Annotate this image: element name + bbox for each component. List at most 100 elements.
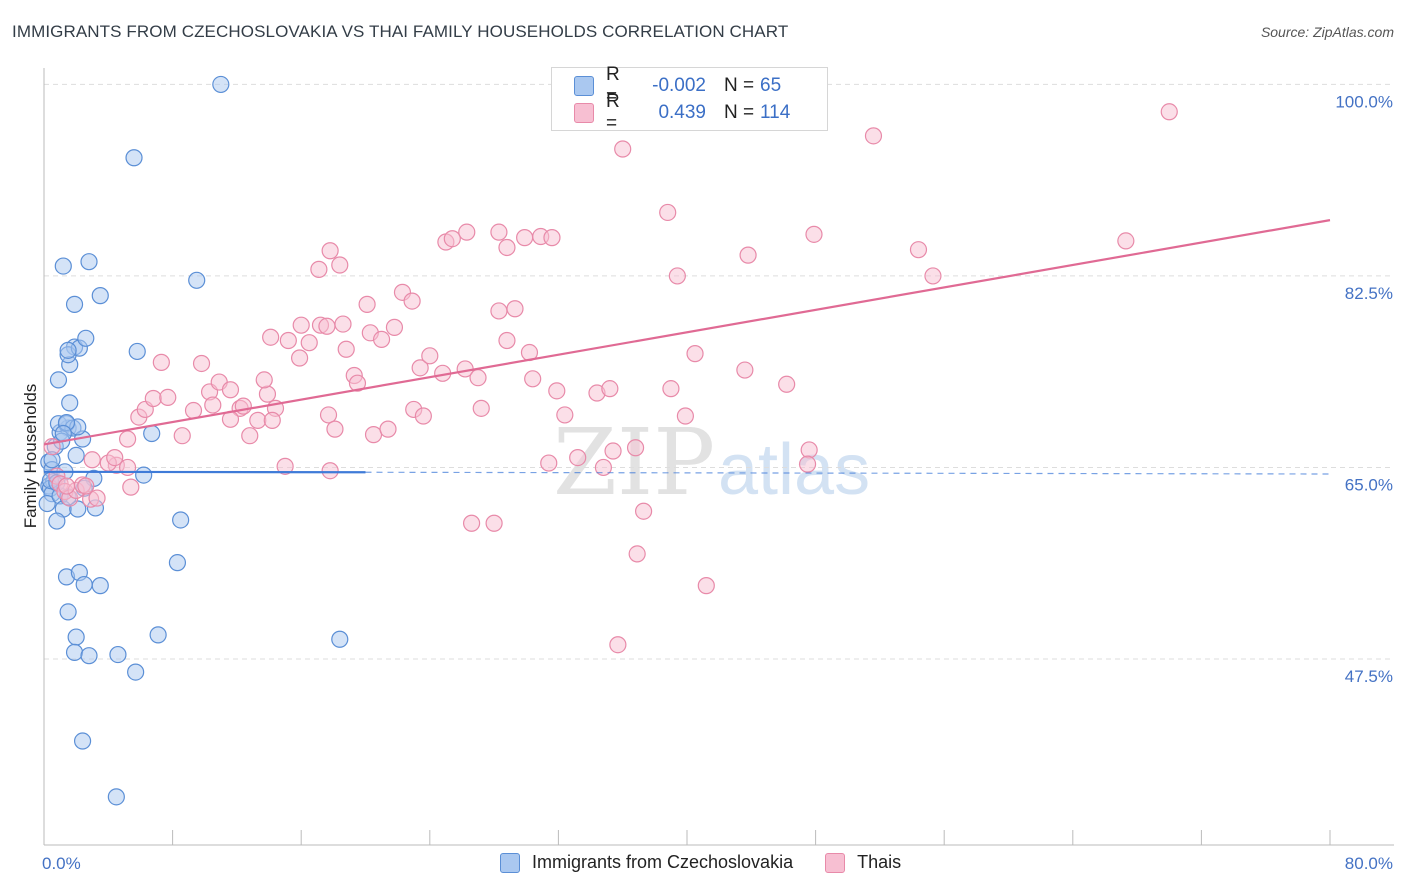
correlation-legend: R = -0.002 N = 65 R = 0.439 N = 114 — [551, 64, 828, 134]
legend-n-value: 114 — [760, 102, 791, 123]
data-point-thai — [524, 370, 542, 388]
data-point-thai — [498, 238, 516, 257]
data-point-thai — [255, 371, 273, 389]
data-point-czechoslovakia — [67, 628, 85, 646]
data-point-thai — [290, 349, 309, 367]
data-point-czechoslovakia — [48, 512, 66, 530]
legend-swatch-blue — [500, 852, 520, 873]
data-point-thai — [192, 354, 211, 373]
data-point-czechoslovakia — [38, 494, 56, 513]
data-point-thai — [258, 385, 277, 403]
legend-n-label: N = — [724, 102, 755, 123]
data-point-thai — [321, 242, 339, 260]
data-point-czechoslovakia — [127, 663, 145, 681]
legend-item-czechoslovakia[interactable]: Immigrants from Czechoslovakia — [500, 852, 793, 873]
data-point-thai — [924, 267, 942, 285]
data-point-czechoslovakia — [77, 329, 95, 347]
legend-n-value: 65 — [760, 75, 782, 96]
legend-swatch-blue — [574, 76, 594, 96]
data-point-thai — [805, 225, 823, 243]
trend-lines — [43, 219, 1331, 475]
data-point-thai — [540, 454, 558, 472]
series-legend: Immigrants from Czechoslovakia Thais — [500, 852, 933, 873]
data-point-thai — [300, 334, 318, 352]
data-point-czechoslovakia — [59, 603, 77, 621]
data-point-czechoslovakia — [91, 577, 109, 595]
data-point-thai — [88, 489, 106, 507]
y-tick-label: 100.0% — [1335, 92, 1393, 111]
trend-line-czechoslovakia-extension — [365, 471, 1331, 475]
y-tick-labels: 100.0% 82.5% 65.0% 47.5% — [1335, 92, 1393, 686]
legend-r-value: -0.002 — [652, 75, 706, 96]
legend-r-label: R = — [606, 64, 620, 107]
data-point-czechoslovakia — [128, 342, 146, 361]
x-tick-label: 80.0% — [1345, 854, 1393, 873]
data-point-thai — [909, 241, 928, 259]
data-point-thai — [462, 514, 481, 532]
data-point-czechoslovakia — [67, 446, 85, 465]
data-point-thai — [498, 331, 516, 350]
data-point-thai — [310, 260, 328, 278]
data-point-czechoslovakia — [75, 575, 93, 594]
data-point-thai — [1117, 232, 1135, 250]
data-point-thai — [334, 315, 352, 333]
grid — [44, 83, 1394, 660]
x-tick-labels: 0.0% 80.0% — [42, 854, 1393, 873]
data-point-thai — [173, 427, 191, 445]
legend-swatch-pink — [825, 852, 846, 873]
data-point-czechoslovakia — [143, 424, 161, 443]
data-point-czechoslovakia — [80, 253, 98, 271]
data-point-czechoslovakia — [168, 554, 187, 572]
data-point-czechoslovakia — [91, 287, 109, 305]
legend-r-label: R = — [606, 91, 620, 134]
series-czechoslovakia — [38, 75, 349, 806]
data-point-thai — [864, 127, 883, 145]
chart-title: IMMIGRANTS FROM CZECHOSLOVAKIA VS THAI F… — [12, 22, 789, 41]
data-point-thai — [358, 295, 376, 313]
data-point-thai — [279, 331, 297, 350]
data-point-thai — [159, 388, 177, 407]
watermark-atlas: atlas — [718, 430, 870, 510]
data-point-thai — [778, 375, 796, 393]
legend-r-value: 0.439 — [658, 102, 706, 123]
data-point-thai — [1160, 103, 1178, 121]
data-point-thai — [249, 411, 267, 429]
data-point-thai — [662, 380, 680, 398]
data-point-thai — [364, 426, 383, 444]
data-point-thai — [106, 448, 124, 467]
trend-line-thais — [43, 219, 1331, 446]
data-point-thai — [276, 457, 294, 475]
y-tick-label: 47.5% — [1345, 667, 1393, 686]
data-point-thai — [739, 246, 757, 264]
data-point-thai — [556, 406, 574, 424]
y-tick-label: 82.5% — [1345, 284, 1393, 303]
data-point-czechoslovakia — [107, 788, 125, 806]
data-point-thai — [443, 230, 461, 248]
data-point-thai — [604, 442, 622, 460]
legend-label-thais: Thais — [857, 852, 902, 872]
data-point-thai — [569, 448, 587, 467]
legend-swatch-pink — [574, 103, 594, 123]
legend-n-label: N = — [724, 75, 755, 96]
y-tick-label: 65.0% — [1345, 475, 1393, 494]
legend-row-czechoslovakia: R = -0.002 N = 65 — [574, 64, 800, 107]
source-label: Source: ZipAtlas.com — [1260, 24, 1394, 40]
data-point-thai — [122, 478, 140, 496]
data-point-thai — [626, 439, 645, 457]
data-point-thai — [543, 229, 561, 247]
data-point-thai — [331, 256, 349, 274]
data-point-thai — [321, 462, 339, 480]
y-axis-title: Family Households — [21, 384, 40, 529]
data-point-czechoslovakia — [80, 647, 98, 665]
data-point-thai — [601, 380, 619, 398]
data-point-thai — [798, 455, 817, 473]
data-point-czechoslovakia — [331, 630, 349, 648]
data-point-thai — [144, 389, 162, 408]
data-point-czechoslovakia — [73, 732, 92, 750]
data-point-thai — [263, 411, 281, 429]
data-point-czechoslovakia — [125, 149, 143, 167]
legend-item-thais[interactable]: Thais — [825, 852, 901, 873]
data-point-thai — [736, 361, 754, 379]
data-point-thai — [403, 292, 421, 310]
